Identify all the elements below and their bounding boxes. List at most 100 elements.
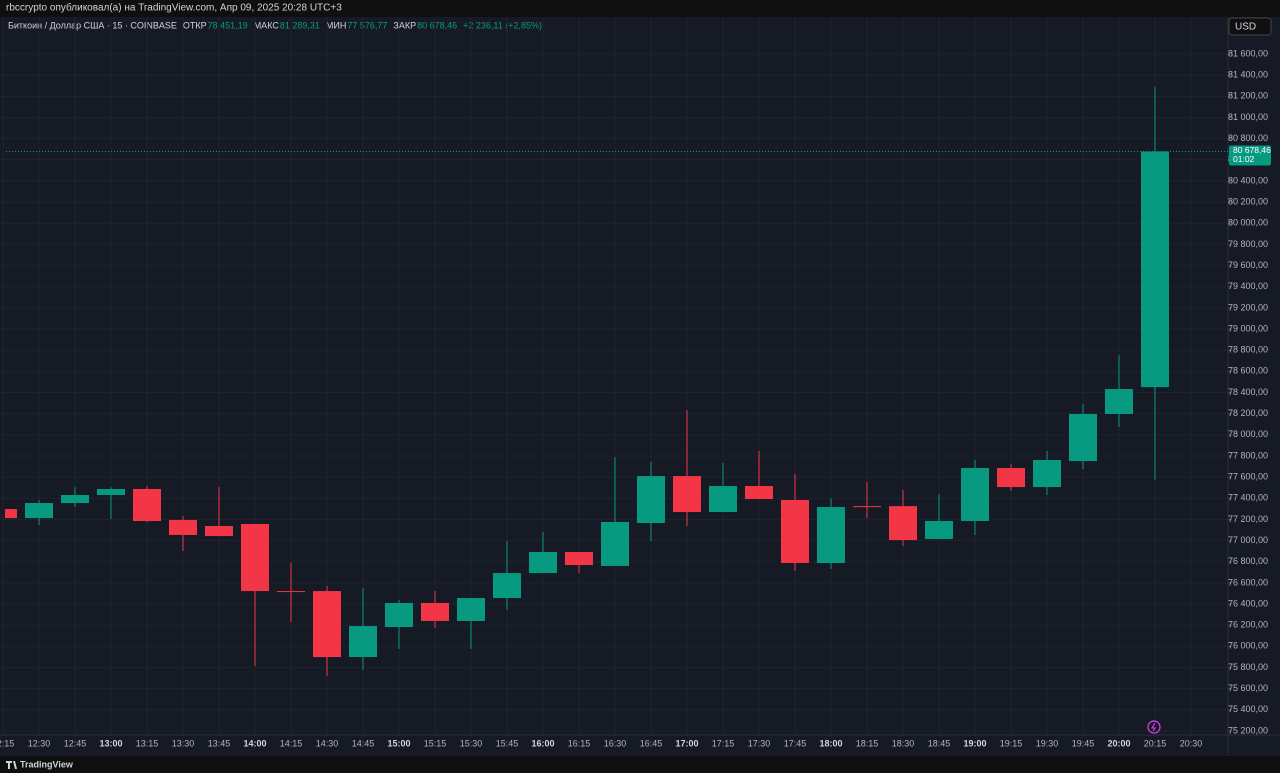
candle-body — [961, 468, 989, 522]
x-tick-label: 14:00 — [243, 738, 266, 748]
y-tick-label: 77 200,00 — [1228, 514, 1268, 524]
x-tick-label: 16:00 — [531, 738, 554, 748]
x-tick-label: 20:15 — [1144, 738, 1167, 748]
y-tick-label: 76 800,00 — [1228, 556, 1268, 566]
candle-body — [97, 488, 125, 496]
legend-item: 78 451,19 — [208, 20, 248, 30]
y-tick-label: 78 400,00 — [1228, 387, 1268, 397]
grid — [0, 17, 1228, 735]
x-tick-label: 15:45 — [496, 738, 519, 748]
x-tick-label: 16:15 — [568, 738, 591, 748]
candle-body — [493, 573, 521, 599]
candle-body — [673, 476, 701, 513]
candle-body — [241, 523, 269, 592]
countdown: 01:02 — [1233, 154, 1255, 164]
y-tick-label: 77 800,00 — [1228, 450, 1268, 460]
last-price-label: 80 678,46 — [1233, 145, 1271, 155]
x-tick-label: 14:45 — [352, 738, 375, 748]
candle-body — [169, 519, 197, 535]
y-tick-label: 76 000,00 — [1228, 641, 1268, 651]
candle-body — [421, 602, 449, 621]
x-tick-label: 13:30 — [172, 738, 195, 748]
x-tick-label: 15:15 — [424, 738, 447, 748]
y-tick-label: 81 600,00 — [1228, 48, 1268, 58]
candle-body — [889, 506, 917, 541]
candle-body — [745, 486, 773, 500]
x-tick-label: 19:00 — [963, 738, 986, 748]
y-tick-label: 76 200,00 — [1228, 620, 1268, 630]
candle-body — [781, 499, 809, 564]
x-tick-label: 15:30 — [460, 738, 483, 748]
x-tick-label: 16:45 — [640, 738, 663, 748]
y-tick-label: 79 400,00 — [1228, 281, 1268, 291]
candle-body — [601, 521, 629, 566]
candle-body — [313, 591, 341, 658]
y-tick-label: 75 800,00 — [1228, 662, 1268, 672]
y-tick-label: 77 000,00 — [1228, 535, 1268, 545]
legend-item: ОТКР — [183, 20, 207, 30]
legend-item: 77 576,77 — [347, 20, 387, 30]
x-tick-label: 13:45 — [208, 738, 231, 748]
candle-body — [637, 476, 665, 524]
candle-body — [709, 486, 737, 513]
y-tick-label: 79 600,00 — [1228, 260, 1268, 270]
candle-body — [385, 602, 413, 628]
legend-item: МАКС — [254, 20, 280, 30]
candle-body — [349, 626, 377, 658]
y-tick-label: 77 400,00 — [1228, 493, 1268, 503]
y-tick-label: 76 400,00 — [1228, 598, 1268, 608]
brand-logo — [6, 761, 17, 769]
x-tick-label: 13:15 — [136, 738, 159, 748]
candle-body — [277, 591, 305, 593]
candle-body — [853, 506, 881, 508]
plot — [5, 86, 1228, 676]
x-tick-label: 18:15 — [856, 738, 879, 748]
legend-item: ЗАКР — [393, 20, 416, 30]
candle-body — [925, 521, 953, 540]
y-tick-label: 81 400,00 — [1228, 70, 1268, 80]
legend-item: Биткоин / Доллар США · 15 · COINBASE — [8, 20, 177, 30]
candle-body — [565, 552, 593, 566]
x-tick-label: 12:30 — [28, 738, 51, 748]
candle-body — [529, 552, 557, 574]
y-tick-label: 81 000,00 — [1228, 112, 1268, 122]
axes: 75 200,00 75 400,00 75 600,00 75 800,00 76 0… — [0, 48, 1271, 748]
y-tick-label: 75 200,00 — [1228, 725, 1268, 735]
legend: Биткоин / Доллар США · 15 · COINBASE ОТКР… — [8, 20, 542, 30]
x-tick-label: 17:45 — [784, 738, 807, 748]
candle-body — [1033, 459, 1061, 488]
y-tick-label: 80 200,00 — [1228, 196, 1268, 206]
x-tick-label: 19:45 — [1072, 738, 1095, 748]
candle-body — [1141, 151, 1169, 388]
x-tick-label: 15:00 — [387, 738, 410, 748]
alert-bolt — [1151, 722, 1156, 732]
x-tick-label: 20:00 — [1107, 738, 1130, 748]
candle-body — [457, 598, 485, 621]
x-tick-label: 17:30 — [748, 738, 771, 748]
candle-body — [25, 503, 53, 519]
legend-item: МИН — [326, 20, 346, 30]
x-tick-label: 20:30 — [1180, 738, 1203, 748]
y-tick-label: 81 200,00 — [1228, 91, 1268, 101]
currency-button[interactable] — [1228, 17, 1272, 36]
y-tick-label: 75 600,00 — [1228, 683, 1268, 693]
legend-item: +2 236,11 (+2,85%) — [463, 20, 542, 30]
x-tick-label: 13:00 — [99, 738, 122, 748]
candle-body — [205, 525, 233, 537]
y-tick-label: 79 200,00 — [1228, 302, 1268, 312]
candle-body — [817, 507, 845, 564]
x-tick-label: 14:15 — [280, 738, 303, 748]
x-tick-label: 16:30 — [604, 738, 627, 748]
last-price-box — [1229, 145, 1271, 166]
y-tick-label: 79 800,00 — [1228, 239, 1268, 249]
y-tick-label: 78 200,00 — [1228, 408, 1268, 418]
legend-item: 81 289,31 — [280, 20, 320, 30]
currency[interactable]: USD — [1235, 22, 1256, 33]
candle-body — [61, 495, 89, 504]
chart-pane — [0, 17, 1280, 756]
x-tick-label: 14:30 — [316, 738, 339, 748]
alert-icon[interactable] — [1147, 720, 1161, 734]
candle-body — [997, 468, 1025, 488]
candle-body — [1069, 413, 1097, 462]
x-tick-label: 19:30 — [1036, 738, 1059, 748]
